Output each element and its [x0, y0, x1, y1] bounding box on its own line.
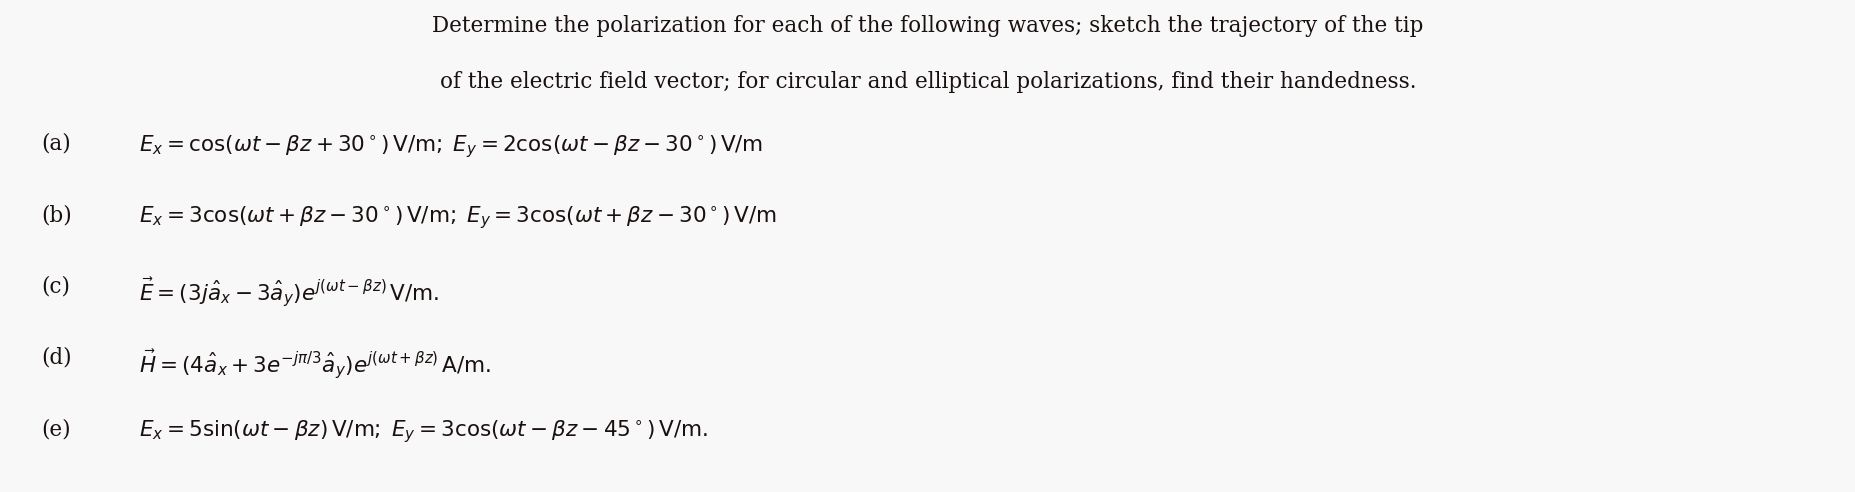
Text: (c): (c) — [41, 276, 70, 298]
Text: (d): (d) — [41, 347, 72, 369]
Text: (e): (e) — [41, 418, 70, 440]
Text: (a): (a) — [41, 133, 70, 155]
Text: $E_x = \cos(\omega t - \beta z + 30^\circ)\,\mathrm{V/m};\; E_y = 2\cos(\omega t: $E_x = \cos(\omega t - \beta z + 30^\cir… — [139, 133, 762, 160]
Text: (b): (b) — [41, 204, 72, 226]
Text: of the electric field vector; for circular and elliptical polarizations, find th: of the electric field vector; for circul… — [440, 71, 1415, 93]
Text: $E_x = 5\sin(\omega t - \beta z)\,\mathrm{V/m};\; E_y = 3\cos(\omega t - \beta z: $E_x = 5\sin(\omega t - \beta z)\,\mathr… — [139, 418, 709, 445]
Text: $\vec{H} = (4\hat{a}_x + 3e^{-j\pi/3}\hat{a}_y)e^{j(\omega t + \beta z)}\,\mathr: $\vec{H} = (4\hat{a}_x + 3e^{-j\pi/3}\ha… — [139, 347, 492, 381]
Text: Determine the polarization for each of the following waves; sketch the trajector: Determine the polarization for each of t… — [432, 15, 1423, 37]
Text: $\vec{E} = (3j\hat{a}_x - 3\hat{a}_y)e^{j(\omega t - \beta z)}\,\mathrm{V/m.}$: $\vec{E} = (3j\hat{a}_x - 3\hat{a}_y)e^{… — [139, 276, 440, 309]
Text: $E_x = 3\cos(\omega t + \beta z - 30^\circ)\,\mathrm{V/m};\; E_y = 3\cos(\omega : $E_x = 3\cos(\omega t + \beta z - 30^\ci… — [139, 204, 777, 231]
